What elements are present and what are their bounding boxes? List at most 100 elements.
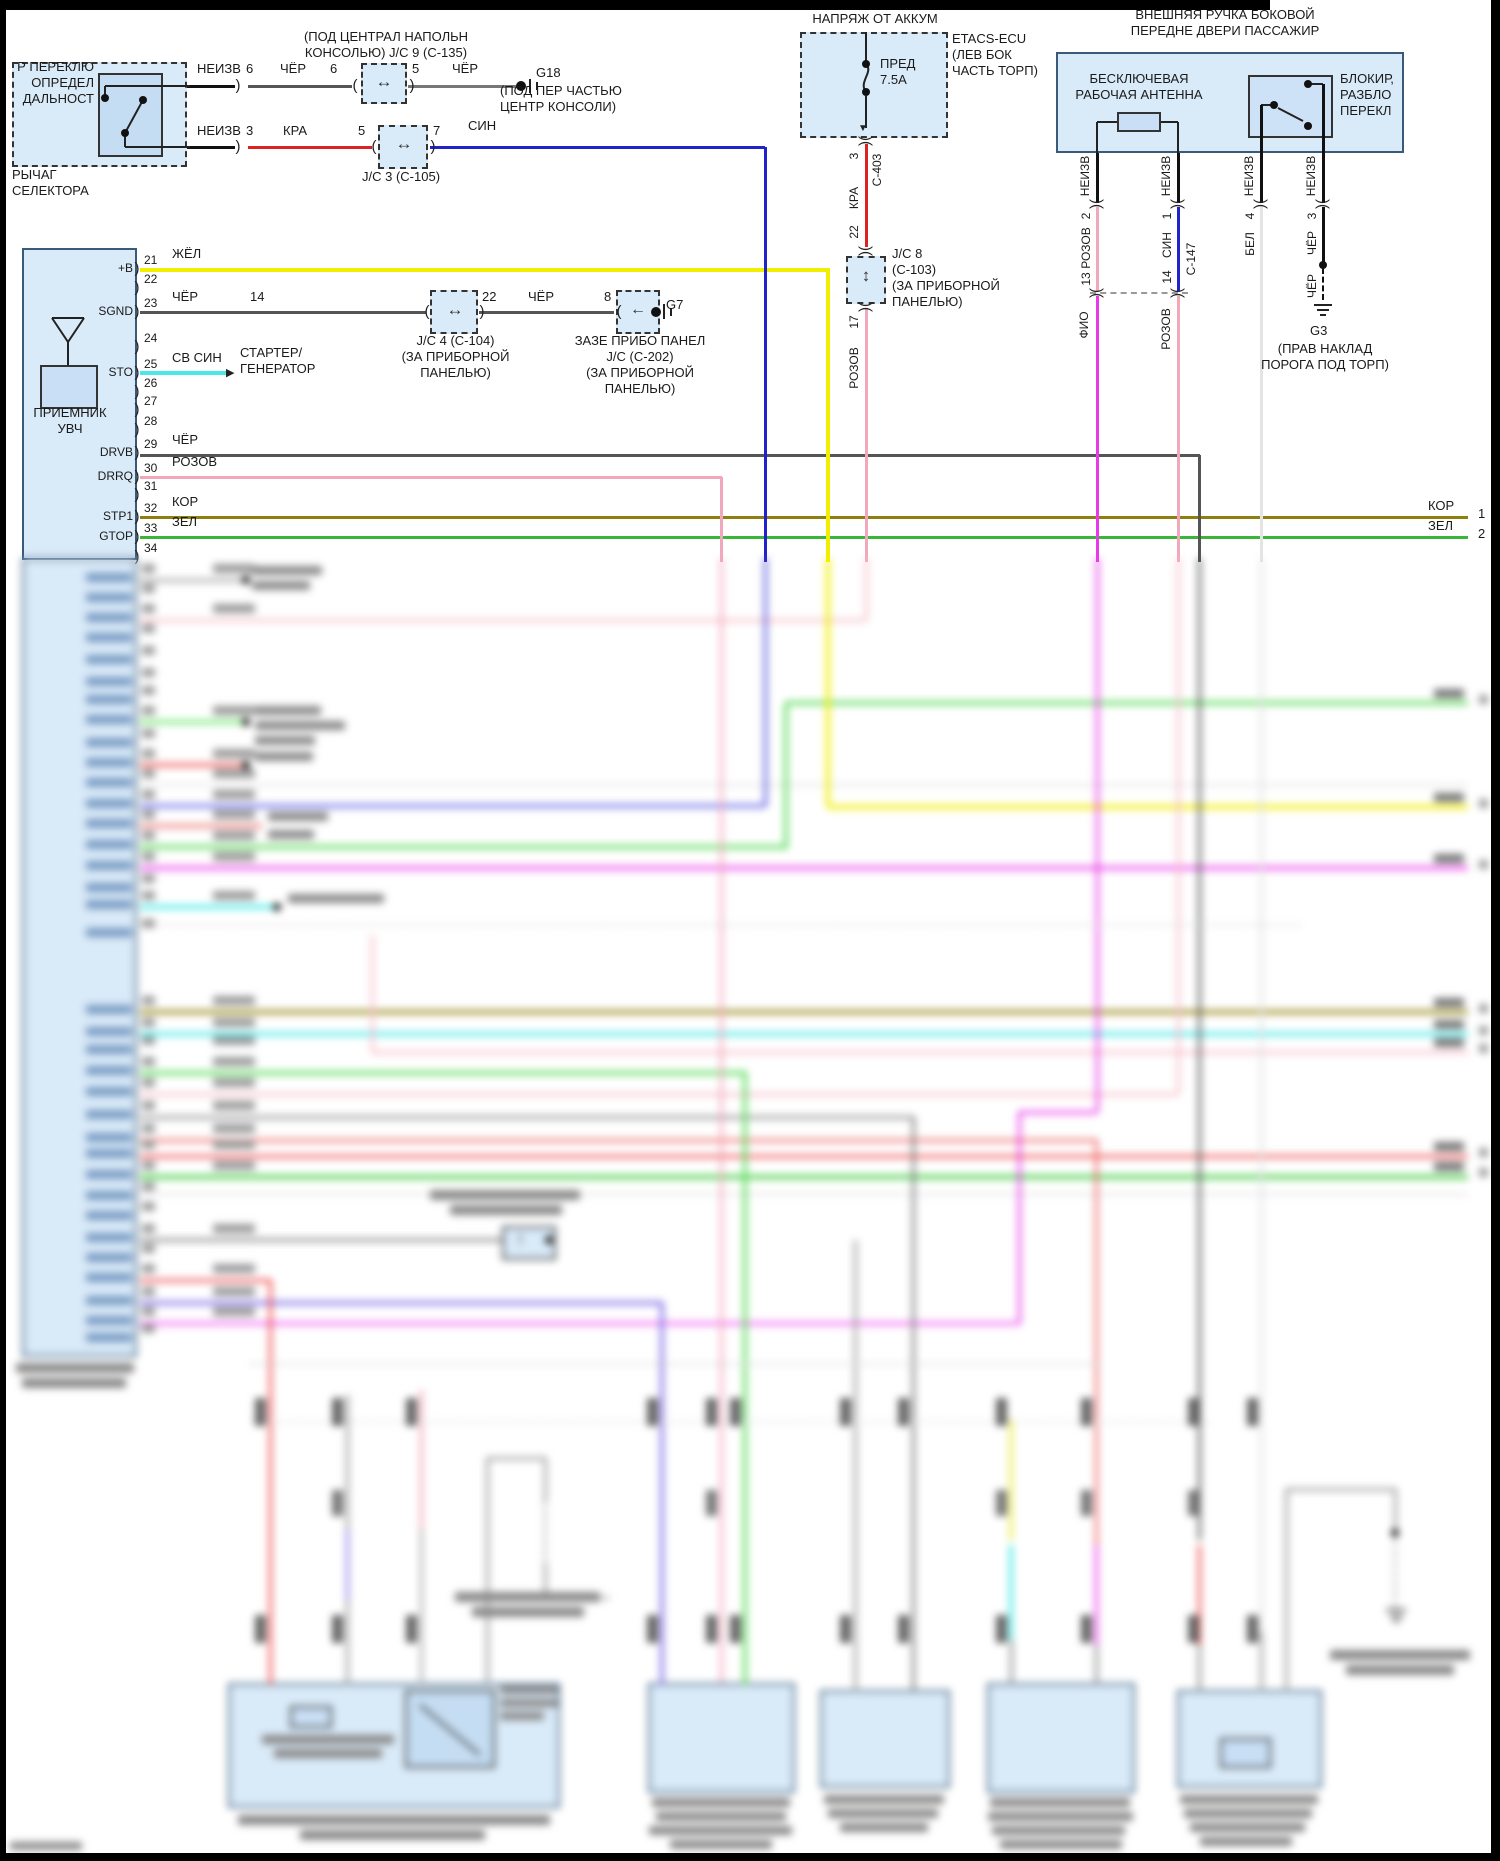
blurred-text-blob — [142, 1018, 155, 1027]
wire-vertical — [784, 703, 788, 849]
label: G18 — [536, 65, 561, 80]
blurred-text-blob — [213, 1078, 255, 1087]
blurred-text-blob — [706, 1398, 717, 1426]
wire-horizontal — [140, 1138, 1097, 1142]
junction-dot — [516, 81, 526, 91]
wire-horizontal — [408, 84, 519, 88]
blurred-text-blob — [213, 604, 255, 613]
wire-vertical — [1176, 558, 1180, 1094]
wire-horizontal — [140, 720, 243, 724]
label: (ЛЕВ БОК — [952, 47, 1012, 62]
blurred-text-blob — [1081, 1490, 1092, 1516]
blurred-text-blob — [255, 721, 345, 730]
page-border-bottom — [0, 1853, 1500, 1861]
blurred-text-blob — [213, 1307, 255, 1316]
wire-vertical — [1094, 1545, 1098, 1645]
wire-vertical — [1017, 1112, 1021, 1323]
blurred-text-blob — [213, 1224, 255, 1233]
junction-dot — [242, 761, 250, 769]
blurred-text-blob — [1479, 1004, 1488, 1013]
blurred-text-blob — [86, 1296, 132, 1305]
blurred-text-blob — [288, 894, 384, 903]
blurred-text-blob — [86, 1253, 132, 1262]
wire-vertical — [124, 133, 126, 147]
blurred-text-blob — [1434, 793, 1464, 802]
blurred-text-blob — [142, 1124, 155, 1133]
blurred-text-blob — [455, 1592, 600, 1602]
blurred-text-blob — [142, 1264, 155, 1273]
blurred-text-blob — [1434, 1162, 1464, 1171]
jc8-connector — [846, 256, 886, 304]
label: Р ПЕРЕКЛЮ — [17, 59, 94, 74]
wire-horizontal — [140, 1071, 747, 1075]
jc9-connector — [361, 63, 407, 104]
label: G7 — [666, 297, 684, 312]
blurred-text-blob — [142, 1324, 155, 1333]
blurred-text-blob — [142, 624, 155, 633]
blurred-text-blob — [142, 729, 155, 738]
wire-vertical — [1095, 153, 1099, 203]
blurred-text-blob — [213, 831, 255, 840]
blurred-text-blob — [268, 812, 328, 821]
wire-vertical — [1094, 1140, 1098, 1545]
connector-arc: ) — [479, 302, 485, 320]
blurred-text-blob — [86, 1191, 132, 1200]
blurred-text-blob — [1346, 1665, 1454, 1675]
label: ETACS-ECU — [952, 31, 1027, 46]
blurred-text-blob — [898, 1398, 909, 1426]
wire-vertical — [1284, 1489, 1288, 1692]
wire-horizontal — [828, 805, 1468, 809]
blurred-text-blob — [840, 1615, 851, 1643]
blurred-text-blob — [86, 593, 132, 602]
label: ← — [630, 301, 646, 318]
junction-dot — [242, 718, 250, 726]
wire-horizontal — [140, 475, 722, 479]
wire-horizontal — [248, 145, 372, 149]
label: (C-103) — [892, 262, 937, 277]
label: БЛОКИР, — [1340, 71, 1394, 86]
blurred-text-blob — [992, 1826, 1125, 1835]
pin-bracket: ) — [134, 302, 140, 320]
label: СВ СИН — [172, 350, 222, 365]
label: РАБОЧАЯ АНТЕННА — [1075, 87, 1203, 102]
blurred-text-blob — [86, 677, 132, 686]
pin-bracket: ) — [134, 443, 140, 461]
wire-vertical — [853, 1240, 857, 1692]
blurred-text-blob — [828, 1809, 938, 1818]
blurred-text-blob — [213, 749, 255, 758]
blurred-text-blob — [255, 752, 313, 761]
label: (ПРАВ НАКЛАД — [1277, 341, 1373, 356]
blurred-text-blob — [649, 1826, 792, 1835]
blurred-text-blob — [142, 810, 155, 819]
label: ▼ — [858, 123, 868, 134]
label: 14 — [250, 289, 265, 304]
blurred-text-blob — [1434, 1142, 1464, 1151]
blurred-text-blob — [86, 695, 132, 704]
label: J/C (C-202) — [606, 349, 674, 364]
wire-horizontal — [140, 1193, 1468, 1195]
blurred-text-blob — [142, 646, 155, 655]
blurred-text-blob — [406, 1615, 417, 1643]
pin-bracket: ) — [134, 363, 140, 381]
wire-vertical — [1259, 558, 1263, 1632]
blurred-text-blob — [142, 668, 155, 677]
label: ЦЕНТР КОНСОЛИ) — [500, 99, 617, 114]
pin-number: 24 — [144, 331, 158, 345]
wire-vertical — [1095, 207, 1099, 291]
blurred-text-blob — [1434, 1020, 1464, 1029]
label: ЗАЗЕ ПРИБО ПАНЕЛ — [574, 333, 706, 348]
bottom-component-4 — [987, 1683, 1135, 1793]
pin-bracket: ) — [134, 278, 140, 296]
blurred-text-blob — [86, 799, 132, 808]
wire-vertical — [543, 1458, 547, 1500]
inline-connector-arrow: ↑ — [516, 1229, 525, 1249]
blurred-text-blob — [274, 1749, 382, 1758]
wire-vertical — [1393, 1489, 1397, 1533]
blurred-text-blob — [332, 1490, 343, 1516]
blurred-text-blob — [1000, 1840, 1122, 1849]
blurred-text-blob — [86, 928, 132, 937]
label: 1 — [1478, 506, 1486, 521]
